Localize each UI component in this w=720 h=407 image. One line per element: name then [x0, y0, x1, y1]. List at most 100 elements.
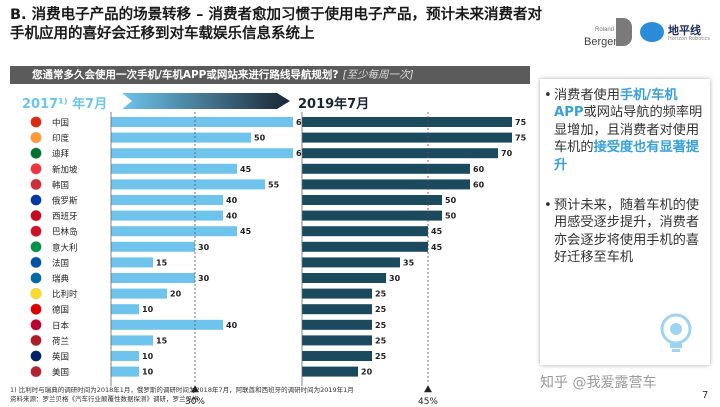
bar-2019: [302, 351, 372, 361]
bar-2019: [302, 132, 512, 143]
value-label-2017: 40: [226, 196, 238, 205]
category-label: 瑞典: [52, 274, 70, 285]
category-label: 意大利: [52, 242, 78, 253]
bar-2017: [111, 117, 293, 127]
bar-2019: [302, 163, 470, 174]
bullet-dot-icon: •: [544, 88, 552, 103]
flag-icon: [30, 319, 42, 331]
bar-2017: [111, 132, 251, 143]
category-label: 俄罗斯: [52, 196, 78, 207]
value-label-2017: 55: [268, 180, 280, 189]
value-label-2017: 15: [156, 336, 168, 345]
insight-bullet-1: • 消费者使用手机/车机APP或网站导航的频率明显增加，且消费者对使用车机的接受…: [544, 87, 704, 174]
bar-2017: [111, 304, 139, 315]
flag-icon: [30, 131, 42, 144]
page-title-line2: 手机应用的喜好会迁移到对车载娱乐信息系统上: [10, 26, 315, 42]
flag-icon: [30, 256, 42, 269]
flag-icon: [30, 116, 42, 128]
bar-2017: [111, 148, 293, 159]
category-label: 韩国: [52, 180, 69, 191]
flag-icon: [30, 334, 42, 347]
category-label: 中国: [52, 118, 69, 129]
category-label: 新加坡: [52, 164, 78, 175]
watermark: 知乎 @我爱露营车: [540, 375, 657, 391]
bar-2017: [111, 195, 223, 205]
bar-2019: [302, 288, 372, 299]
value-label-2019: 60: [473, 180, 485, 189]
bar-2019: [302, 148, 498, 159]
insight-1-part-c: 或网站导航的频率明显增加，且消费者对使用车机的: [554, 105, 703, 156]
bar-2017: [111, 273, 195, 283]
bar-2019: [302, 210, 442, 221]
category-label: 比利时: [52, 289, 78, 300]
bar-2019: [302, 179, 470, 190]
bar-2019: [302, 195, 442, 205]
horizon-logo-subtext: Horizon Robotics: [668, 36, 710, 42]
category-label: 德国: [52, 305, 69, 316]
value-label-2017: 10: [142, 368, 154, 377]
category-label: 巴林岛: [52, 227, 78, 238]
value-label-2019: 75: [515, 134, 527, 143]
survey-question-bar: 您通常多久会使用一次手机/车机APP或网站来进行路线导航规划? [至少每周一次]: [10, 66, 530, 84]
value-label-2019: 50: [445, 196, 457, 205]
footnote: 1) 比利时与瑞典的调研时间为2018年1月，俄罗斯的调研时间为2018年7月，…: [10, 386, 354, 404]
value-label-2019: 75: [515, 118, 527, 127]
category-label: 印度: [52, 133, 70, 144]
bar-2017: [111, 351, 139, 361]
flag-icon: [30, 303, 42, 315]
category-label: 迪拜: [52, 149, 70, 160]
flag-icon: [30, 272, 42, 284]
value-label-2019: 20: [361, 368, 373, 377]
horizon-logo-text: 地平线: [668, 24, 701, 37]
value-label-2017: 30: [198, 243, 210, 252]
insight-1-highlight-a: 手机/车机APP: [554, 88, 678, 121]
category-label: 法国: [52, 258, 69, 269]
average-label: 30%: [185, 397, 205, 407]
bar-2019: [302, 366, 358, 377]
value-label-2017: 20: [170, 290, 182, 299]
insight-1-highlight-d: 接受度也有显著提升: [554, 140, 700, 173]
page-title-line1: B. 消费电子产品的场景转移 – 消费者愈加习惯于使用电子产品，预计未来消费者对: [10, 7, 542, 23]
category-label: 荷兰: [52, 336, 69, 347]
value-label-2019: 25: [375, 336, 387, 345]
value-label-2017: 40: [226, 321, 238, 330]
flag-icon: [30, 194, 42, 206]
horizon-robotics-logo: 地平线 Horizon Robotics: [640, 20, 716, 48]
flag-icon: [30, 163, 42, 175]
bar-2019: [302, 117, 512, 127]
legend-2019: 2019年7月: [298, 97, 370, 112]
page-number: 7: [702, 390, 709, 401]
value-label-2019: 60: [473, 165, 485, 174]
average-marker-icon: [424, 385, 432, 393]
bar-2019: [302, 241, 428, 252]
roland-berger-logo: Roland Berger: [584, 18, 636, 48]
value-label-2017: 45: [240, 165, 252, 174]
value-label-2017: 15: [156, 258, 168, 267]
category-label: 英国: [52, 352, 69, 363]
insight-2-text: 预计未来，随着车机的使用感受逐步提升，消费者亦会逐步将使用手机的喜好迁移至车机: [554, 198, 700, 266]
insight-1-part-a: 消费者使用: [554, 88, 620, 103]
bar-2017: [111, 210, 223, 221]
average-label: 45%: [418, 397, 438, 407]
bar-2019: [302, 304, 372, 315]
flag-icon: [30, 350, 42, 362]
bar-2019: [302, 319, 372, 330]
bar-2017: [111, 288, 167, 299]
category-label: 西班牙: [52, 211, 78, 222]
average-marker-icon: [191, 385, 199, 393]
value-label-2017: 40: [226, 212, 238, 221]
flag-icon: [30, 178, 42, 191]
value-label-2019: 25: [375, 321, 387, 330]
bar-2017: [111, 179, 265, 190]
bullet-dot-icon: •: [544, 198, 552, 213]
value-label-2019: 50: [445, 212, 457, 221]
roland-b-mark-icon: [616, 18, 632, 46]
flag-icon: [30, 209, 42, 222]
bar-2019: [302, 226, 428, 237]
footnote-line1: 1) 比利时与瑞典的调研时间为2018年1月，俄罗斯的调研时间为2018年7月，…: [10, 386, 354, 394]
bar-2017: [111, 241, 195, 252]
roland-logo-text: Berger: [584, 36, 618, 48]
bar-2019: [302, 335, 372, 346]
bar-2019: [302, 257, 400, 268]
value-label-2019: 25: [375, 352, 387, 361]
